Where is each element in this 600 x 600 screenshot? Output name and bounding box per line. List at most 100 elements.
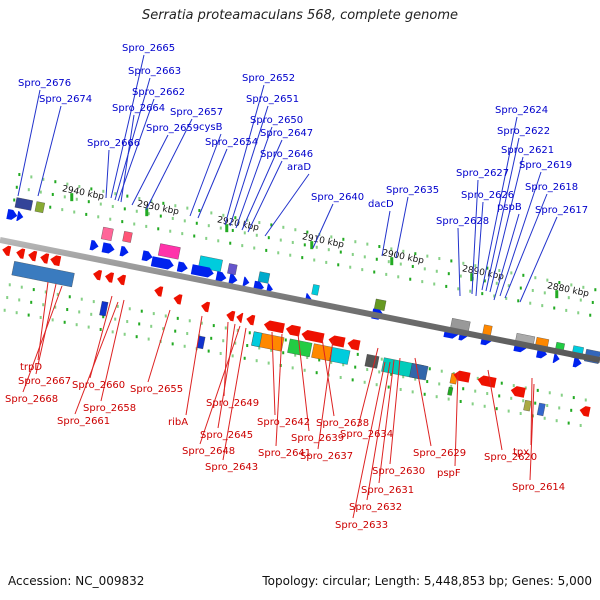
tick-dot [162, 201, 165, 205]
tick-dot [20, 285, 23, 289]
kbp-tick-mark [145, 208, 149, 217]
tick-dot [402, 249, 405, 253]
forward-gene-label: Spro_2622 [497, 126, 550, 137]
tick-dot [222, 213, 225, 217]
tick-dot [109, 217, 112, 221]
reverse-connector [222, 327, 247, 461]
reverse-gene-label: Spro_2667 [18, 376, 71, 387]
tick-dot [565, 308, 568, 312]
forward-connector [131, 134, 169, 206]
tick-dot [330, 235, 333, 239]
tick-dot [313, 258, 316, 262]
reverse-gene-label: Spro_2668 [5, 394, 58, 405]
forward-gene-label: Spro_2646 [260, 149, 313, 160]
tick-dot [486, 266, 489, 270]
tick-dot [438, 257, 441, 261]
tick-dot [171, 342, 174, 346]
forward-gene-arrow [16, 211, 24, 222]
feature-block [536, 402, 546, 417]
tick-dot [140, 309, 143, 313]
tick-dot [457, 287, 460, 291]
tick-dot [54, 305, 57, 309]
tick-dot [61, 208, 64, 212]
tick-dot [147, 212, 150, 216]
feature-block [329, 347, 351, 365]
tick-dot [522, 399, 525, 403]
reverse-gene-label: Spro_2655 [130, 384, 183, 395]
tick-dot [73, 210, 76, 214]
tick-dot [291, 240, 294, 244]
tick-dot [51, 192, 54, 196]
tick-dot [15, 311, 18, 315]
tick-dot [51, 318, 54, 322]
tick-dot [402, 375, 405, 379]
tick-dot [318, 358, 321, 362]
reverse-connector [223, 321, 229, 397]
tick-dot [150, 324, 153, 328]
reverse-gene-arrow [40, 253, 50, 264]
forward-connector [197, 148, 228, 219]
tick-dot [560, 393, 563, 397]
tick-dot [265, 248, 268, 252]
tick-dot [363, 255, 366, 259]
tick-dot [13, 198, 16, 202]
tick-dot [315, 371, 318, 375]
forward-gene-arrow [190, 264, 214, 278]
tick-dot [567, 421, 570, 425]
tick-dot [219, 226, 222, 230]
tick-dot [145, 224, 148, 228]
tick-dot [123, 207, 126, 211]
tick-dot [18, 298, 21, 302]
tick-dot [500, 381, 503, 385]
tick-dot [517, 299, 520, 303]
tick-dot [409, 277, 412, 281]
reverse-gene-arrow [579, 406, 591, 417]
reverse-gene-label: Spro_2642 [257, 417, 310, 428]
tick-dot [505, 296, 508, 300]
tick-dot [354, 365, 357, 369]
tick-dot [474, 264, 477, 268]
forward-gene-arrow [176, 261, 188, 273]
kbp-tick-label: 2940 kbp [61, 184, 105, 202]
reverse-gene-label: Spro_2638 [316, 418, 369, 429]
feature-block [311, 284, 320, 296]
tick-dot [303, 368, 306, 372]
tick-dot [162, 327, 165, 331]
reverse-gene-arrow [285, 324, 301, 337]
tick-dot [450, 259, 453, 263]
reverse-connector [217, 323, 236, 429]
tick-dot [183, 219, 186, 223]
tick-dot [495, 281, 498, 285]
tick-dot [570, 283, 573, 287]
kbp-tick-mark [470, 273, 474, 282]
feature-block [409, 363, 429, 381]
tick-dot [423, 392, 426, 396]
forward-gene-arrow [572, 356, 582, 368]
tick-dot [570, 408, 573, 412]
tick-dot [231, 228, 234, 232]
tick-dot [267, 236, 270, 240]
reverse-connector [530, 377, 533, 446]
tick-dot [15, 185, 18, 189]
kbp-tick-mark [70, 193, 74, 202]
reverse-gene-arrow [201, 301, 211, 313]
tick-dot [349, 265, 352, 269]
tick-dot [3, 308, 6, 312]
tick-dot [85, 212, 88, 216]
feature-block [364, 354, 380, 369]
forward-connector [395, 196, 409, 259]
forward-gene-label: Spro_2651 [246, 94, 299, 105]
tick-dot [99, 327, 102, 331]
tick-dot [579, 423, 582, 427]
tick-dot [30, 300, 33, 304]
tick-dot [279, 238, 282, 242]
tick-dot [421, 280, 424, 284]
genome-backbone [0, 237, 600, 363]
reverse-gene-arrow [2, 245, 12, 257]
tick-dot [92, 300, 95, 304]
reverse-gene-arrow [226, 310, 236, 322]
tick-dot [183, 344, 186, 348]
tick-dot [423, 267, 426, 271]
kbp-tick-mark [225, 224, 229, 233]
feature-block [100, 226, 114, 241]
